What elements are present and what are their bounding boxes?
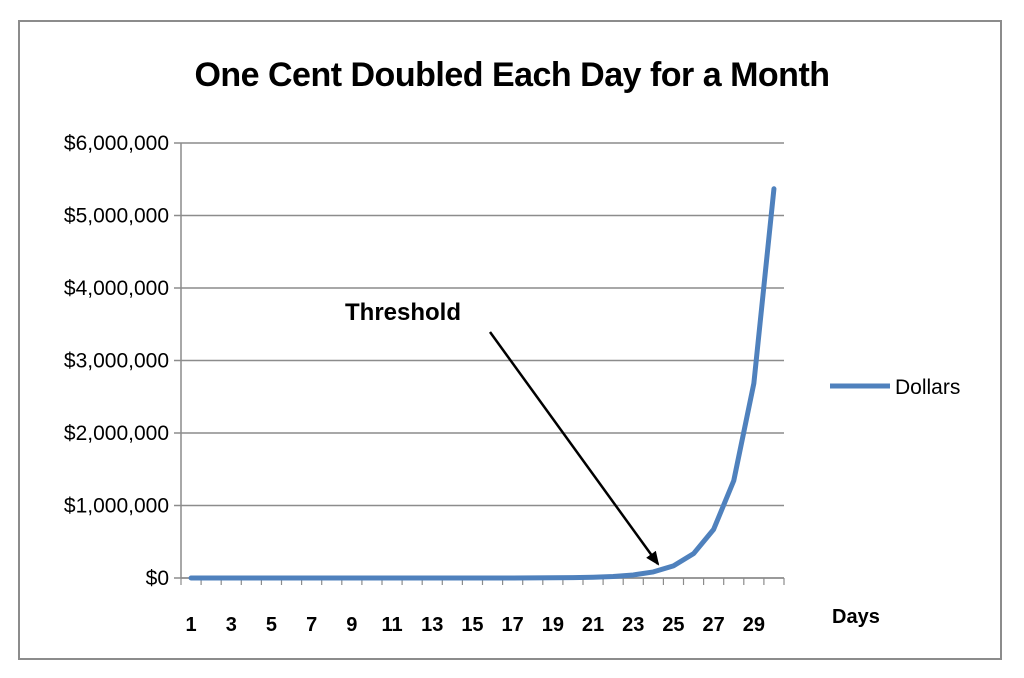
y-tick-label: $4,000,000 (64, 277, 169, 300)
chart-frame (18, 20, 1002, 660)
x-tick-label: 19 (542, 614, 564, 636)
y-tick-label: $5,000,000 (64, 205, 169, 228)
y-tick-label: $3,000,000 (64, 350, 169, 373)
chart-title: One Cent Doubled Each Day for a Month (194, 56, 830, 94)
x-tick-label: 25 (662, 614, 684, 636)
x-tick-label: 13 (421, 614, 443, 636)
x-tick-label: 21 (582, 614, 604, 636)
y-tick-label: $2,000,000 (64, 422, 169, 445)
x-axis-title: Days (832, 606, 880, 628)
x-tick-label: 29 (743, 614, 765, 636)
x-tick-label: 3 (226, 614, 237, 636)
x-tick-label: 23 (622, 614, 644, 636)
x-tick-label: 5 (266, 614, 277, 636)
x-tick-label: 11 (381, 614, 402, 636)
y-tick-label: $1,000,000 (64, 495, 169, 518)
x-tick-label: 1 (185, 614, 196, 636)
x-tick-label: 9 (346, 614, 357, 636)
x-tick-label: 15 (461, 614, 483, 636)
y-tick-label: $6,000,000 (64, 132, 169, 155)
legend-label: Dollars (895, 376, 960, 399)
y-tick-label: $0 (146, 567, 169, 590)
annotation-arrow (488, 331, 660, 566)
series-line-dollars (188, 186, 777, 581)
annotation-threshold: Threshold (345, 299, 461, 326)
x-tick-label: 7 (306, 614, 317, 636)
x-tick-label: 27 (703, 614, 725, 636)
x-tick-label: 17 (502, 614, 524, 636)
